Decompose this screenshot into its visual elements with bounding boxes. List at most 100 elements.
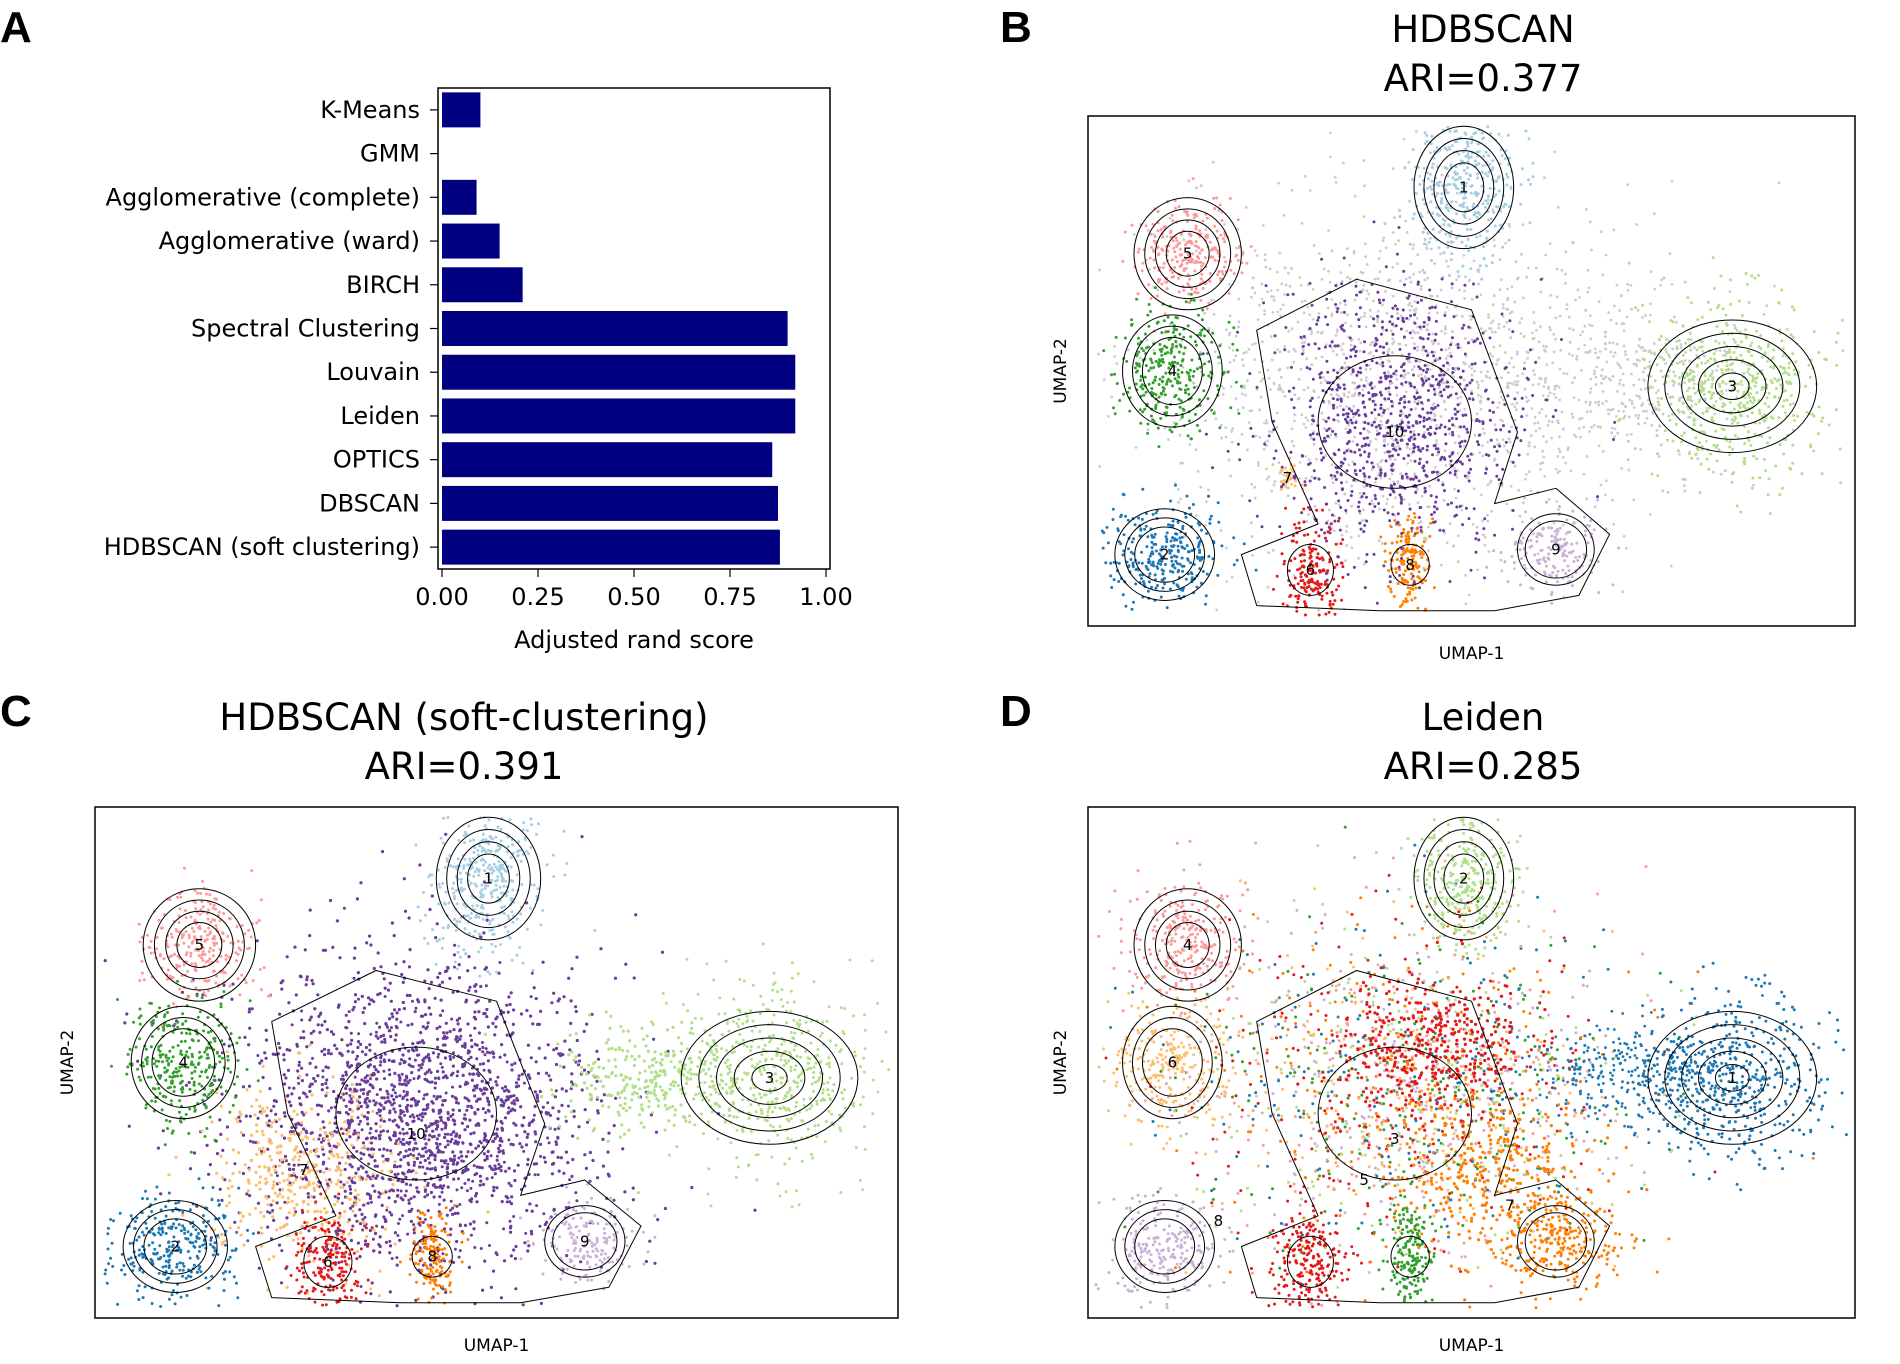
cluster-labels: 1 2 3 4 5 6 7 8 9 10 [171,870,775,1271]
contour-0-0 [1413,125,1515,250]
cluster-label-5: 5 [195,936,205,954]
contour-2-0 [1122,1005,1223,1120]
contour-central-outer [1240,278,1611,612]
plot-subtitle: ARI=0.391 [365,745,564,788]
contour-3-3 [733,1050,806,1105]
x-tick-label-4: 1.00 [799,583,852,611]
cluster-label-10: 10 [1385,423,1404,441]
contour-0-1 [446,828,531,929]
cluster-label-2: 2 [171,1237,181,1255]
points [1094,817,1848,1310]
plot-subtitle: ARI=0.285 [1384,745,1583,788]
contour-5-1 [1524,1212,1588,1271]
contour-1-1 [1144,899,1232,991]
cluster-label-8: 8 [1405,556,1415,574]
cluster-label-3: 3 [1728,377,1738,395]
contour-3-0 [1647,319,1818,454]
contour-2-1 [1131,325,1213,417]
contour-4-1 [1124,517,1206,592]
contour-1-0 [1133,888,1242,1002]
category-label-3: Agglomerative (ward) [159,227,420,255]
plot-title: HDBSCAN [1391,8,1574,51]
x-ticks: 0.00 0.25 0.50 0.75 1.00 [415,569,853,611]
contour-5-1 [1524,520,1588,579]
cluster-label-8: 8 [427,1248,437,1266]
contour-4-2 [1134,1218,1196,1275]
cluster-label-6: 6 [1306,561,1316,579]
cluster-label-5: 5 [1359,1171,1369,1189]
y-axis-label: UMAP-2 [58,1030,78,1096]
category-labels: K-Means GMM Agglomerative (complete) Agglom… [104,96,438,561]
cluster-label-1: 1 [484,870,494,888]
cluster-label-4: 4 [1168,362,1178,380]
bar-10 [442,529,780,565]
contour-1-3 [176,921,223,968]
bar-2 [442,179,477,215]
x-axis-label-a: Adjusted rand score [514,626,754,654]
x-axis-label: UMAP-1 [464,1336,530,1356]
scatter-panel-d: Leiden ARI=0.285 1 2 3 4 5 6 7 8 UMAP-1 UMAP-2 [1051,696,1856,1356]
contour-2-0 [1122,314,1223,428]
y-axis-label: UMAP-2 [1051,338,1071,404]
contour-5-0 [544,1205,626,1278]
contour-3-0 [680,1010,859,1145]
contour-4-2 [1134,526,1196,583]
contour-6-0 [1286,543,1334,596]
contour-central-inner [335,1046,498,1181]
cluster-label-10: 10 [407,1125,426,1143]
panel-letter-d: D [1000,687,1032,736]
plot-frame [1087,115,1856,627]
contour-3-2 [1681,1037,1784,1119]
panel-letter-a: A [0,3,32,52]
contour-1-2 [165,910,234,980]
contour-1-2 [1154,219,1221,288]
contour-7-0 [411,1235,453,1278]
cluster-labels: 1 2 3 4 5 6 7 8 [1168,870,1737,1230]
category-label-8: OPTICS [333,446,420,474]
plot-frame [1087,806,1856,1319]
contour-5-0 [1517,1205,1595,1278]
cluster-label-4: 4 [179,1054,189,1072]
plot-title: Leiden [1422,696,1545,739]
contour-3-4 [1714,372,1750,401]
contour-3-1 [698,1024,841,1132]
contour-4-0 [1114,1199,1216,1293]
contour-0-3 [1443,853,1485,904]
cluster-label-1: 1 [1459,178,1469,196]
contour-4-0 [122,1199,228,1293]
contour-6-0 [1286,1235,1334,1288]
contour-0-0 [1413,816,1515,941]
contour-4-1 [133,1209,218,1284]
contour-3-4 [751,1064,788,1092]
contour-7-0 [1390,543,1430,586]
plot-frame [94,806,899,1319]
cluster-labels: 1 2 3 4 5 6 7 8 9 10 [1160,178,1737,579]
contour-1-1 [153,899,245,991]
bar-4 [442,267,523,303]
contour-3-3 [1698,1050,1767,1105]
x-tick-label-2: 0.50 [607,583,660,611]
contour-2-2 [1141,336,1203,406]
cluster-label-9: 9 [1551,541,1561,559]
scatter-panel-b: HDBSCAN ARI=0.377 1 2 3 4 5 6 7 8 9 10 UMAP-1 UMAP-2 [1051,8,1856,664]
contour-0-3 [1443,162,1485,213]
contour-4-1 [1124,1209,1206,1284]
density-contours [1114,125,1818,612]
panel-letter-c: C [0,687,32,736]
scatter-panel-c: HDBSCAN (soft-clustering) ARI=0.391 1 2 3 4 5 6… [58,696,899,1356]
category-label-7: Leiden [340,402,420,430]
bar-chart-panel-a: K-Means GMM Agglomerative (complete) Agglom… [104,87,853,654]
category-label-10: HDBSCAN (soft clustering) [104,533,420,561]
plot-title: HDBSCAN (soft-clustering) [219,696,708,739]
contour-3-2 [1681,346,1784,427]
plot-subtitle: ARI=0.377 [1384,57,1583,100]
panel-letter-b: B [1000,3,1032,52]
points [103,815,891,1308]
contour-4-0 [1114,508,1216,601]
bars-group [442,92,796,565]
contour-3-1 [1664,1024,1801,1132]
cluster-label-8: 8 [1214,1212,1224,1230]
contour-central-inner [1317,355,1473,489]
cluster-label-6: 6 [323,1253,333,1271]
cluster-label-3: 3 [1390,1130,1400,1148]
